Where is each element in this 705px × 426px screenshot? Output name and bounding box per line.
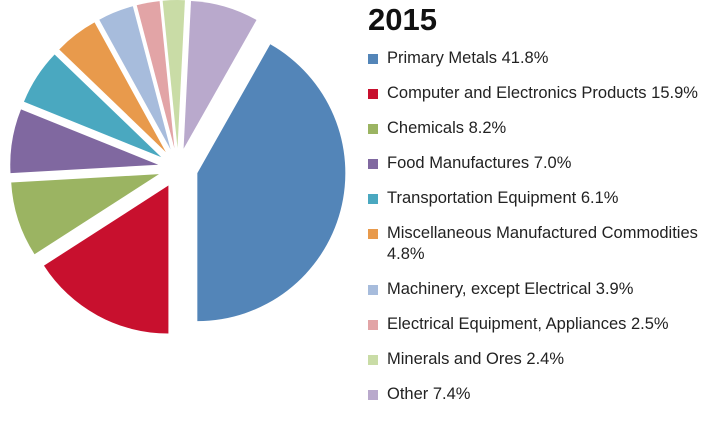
pie-slice xyxy=(11,174,159,255)
legend: Primary Metals 41.8% Computer and Electro… xyxy=(368,48,698,419)
legend-value: 41.8% xyxy=(501,49,549,67)
legend-value: 6.1% xyxy=(580,189,619,207)
pie-slice xyxy=(10,109,159,174)
legend-item: Food Manufactures 7.0% xyxy=(368,153,698,174)
legend-item: Transportation Equipment 6.1% xyxy=(368,188,698,209)
legend-swatch xyxy=(368,285,378,295)
legend-swatch xyxy=(368,124,378,134)
legend-item: Electrical Equipment, Appliances 2.5% xyxy=(368,314,698,335)
legend-label: Miscellaneous Manufactured Commodities xyxy=(387,224,698,242)
pie-slice xyxy=(99,6,171,150)
legend-label: Transportation Equipment xyxy=(387,189,577,207)
legend-swatch xyxy=(368,320,378,330)
pie-slice xyxy=(183,0,257,149)
pie-slice xyxy=(23,54,162,158)
legend-label: Other xyxy=(387,385,429,403)
legend-item: Chemicals 8.2% xyxy=(368,118,698,139)
pie-slice xyxy=(43,185,169,334)
legend-label: Machinery, except Electrical xyxy=(387,280,592,298)
pie-slice xyxy=(162,0,185,149)
legend-label: Electrical Equipment, Appliances xyxy=(387,315,627,333)
legend-label: Computer and Electronics Products xyxy=(387,84,647,102)
legend-label: Minerals and Ores xyxy=(387,350,522,368)
legend-value: 7.4% xyxy=(432,385,471,403)
legend-value: 7.0% xyxy=(533,154,572,172)
legend-swatch xyxy=(368,159,378,169)
legend-value: 8.2% xyxy=(468,119,507,137)
legend-value: 15.9% xyxy=(651,84,698,102)
legend-label: Primary Metals xyxy=(387,49,498,67)
legend-item: Primary Metals 41.8% xyxy=(368,48,698,69)
legend-item: Machinery, except Electrical 3.9% xyxy=(368,279,698,300)
legend-swatch xyxy=(368,194,378,204)
legend-item: Miscellaneous Manufactured Commodities 4… xyxy=(368,223,698,265)
legend-swatch xyxy=(368,390,378,400)
legend-value: 2.4% xyxy=(526,350,565,368)
legend-item: Minerals and Ores 2.4% xyxy=(368,349,698,370)
pie-chart xyxy=(10,0,346,334)
legend-label: Food Manufactures xyxy=(387,154,530,172)
legend-swatch xyxy=(368,229,378,239)
pie-slice xyxy=(197,44,346,322)
legend-swatch xyxy=(368,89,378,99)
legend-label: Chemicals xyxy=(387,119,465,137)
pie-slice xyxy=(136,1,175,149)
legend-value: 3.9% xyxy=(595,280,634,298)
legend-value: 4.8% xyxy=(387,245,425,263)
legend-swatch xyxy=(368,54,378,64)
legend-swatch xyxy=(368,355,378,365)
legend-item: Other 7.4% xyxy=(368,384,698,405)
legend-value: 2.5% xyxy=(630,315,669,333)
pie-slice xyxy=(59,22,166,153)
legend-item: Computer and Electronics Products 15.9% xyxy=(368,83,698,104)
chart-title: 2015 xyxy=(368,2,437,37)
